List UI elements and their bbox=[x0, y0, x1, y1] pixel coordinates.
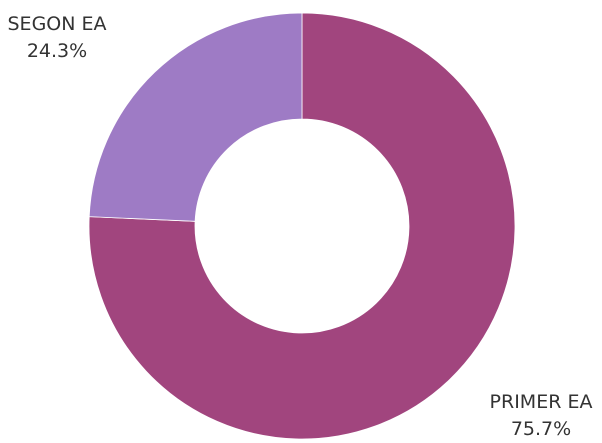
label-segon-ea-name: SEGON EA bbox=[8, 13, 107, 35]
slice-primer-ea bbox=[88, 12, 516, 440]
label-primer-ea-name: PRIMER EA bbox=[490, 391, 593, 413]
slice-segon-ea bbox=[88, 12, 303, 222]
label-primer-ea-value: 75.7% bbox=[511, 418, 571, 440]
labels-group: PRIMER EA 75.7% SEGON EA 24.3% bbox=[8, 13, 593, 440]
slices-group bbox=[88, 12, 516, 440]
label-segon-ea-value: 24.3% bbox=[27, 40, 87, 62]
